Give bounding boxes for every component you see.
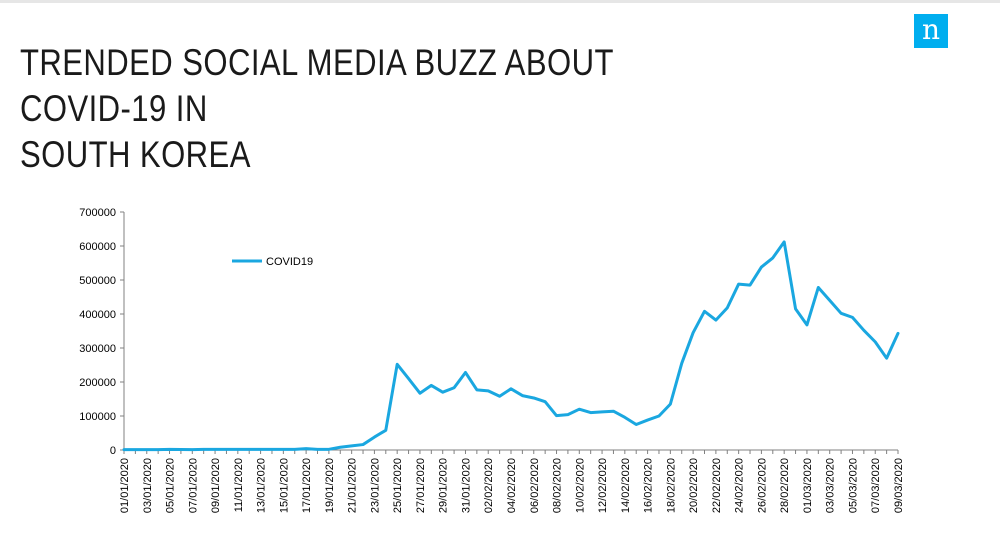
y-tick-label: 300000	[79, 343, 116, 355]
x-tick-label: 25/01/2020	[392, 458, 404, 513]
x-tick-label: 24/02/2020	[734, 458, 746, 513]
title-line-1: TRENDED SOCIAL MEDIA BUZZ ABOUT COVID-19…	[20, 42, 614, 129]
x-tick-label: 29/01/2020	[438, 458, 450, 513]
x-tick-label: 07/03/2020	[870, 458, 882, 513]
top-rule	[0, 0, 1000, 3]
nielsen-logo: n	[914, 14, 948, 48]
y-tick-label: 500000	[79, 275, 116, 287]
x-tick-label: 18/02/2020	[665, 458, 677, 513]
x-tick-label: 27/01/2020	[415, 458, 427, 513]
x-tick-label: 01/01/2020	[119, 458, 131, 513]
y-tick-label: 200000	[79, 377, 116, 389]
x-tick-label: 12/02/2020	[597, 458, 609, 513]
x-tick-label: 11/01/2020	[233, 458, 245, 512]
x-tick-label: 04/02/2020	[506, 458, 518, 513]
x-tick-label: 23/01/2020	[369, 458, 381, 513]
x-tick-label: 09/03/2020	[893, 458, 905, 513]
chart-series	[122, 240, 900, 452]
y-axis-ticks: 0 100000 200000 300000 400000 500000 600000 700…	[79, 207, 124, 457]
x-tick-label: 05/03/2020	[847, 458, 859, 513]
x-tick-label: 28/02/2020	[779, 458, 791, 513]
x-tick-label: 15/01/2020	[278, 458, 290, 513]
x-tick-label: 01/03/2020	[802, 458, 814, 513]
x-tick-label: 10/02/2020	[574, 458, 586, 513]
x-tick-label: 06/02/2020	[529, 458, 541, 513]
x-tick-label: 16/02/2020	[643, 458, 655, 513]
x-axis-ticks: 01/01/2020 03/01/2020 05/01/2020 07/01/2020…	[119, 450, 905, 513]
x-tick-label: 22/02/2020	[711, 458, 723, 513]
page-title: TRENDED SOCIAL MEDIA BUZZ ABOUT COVID-19…	[20, 40, 658, 178]
y-tick-label: 100000	[79, 411, 116, 423]
x-tick-label: 14/02/2020	[620, 458, 632, 513]
x-tick-label: 21/01/2020	[347, 458, 359, 513]
x-tick-label: 03/03/2020	[825, 458, 837, 513]
y-tick-label: 0	[110, 445, 116, 457]
y-tick-label: 600000	[79, 241, 116, 253]
chart-legend: COVID19	[232, 256, 313, 268]
x-tick-label: 19/01/2020	[324, 458, 336, 513]
x-tick-label: 17/01/2020	[301, 458, 313, 513]
x-tick-label: 05/01/2020	[165, 458, 177, 513]
x-tick-label: 07/01/2020	[187, 458, 199, 513]
x-tick-label: 03/01/2020	[142, 458, 154, 513]
series-line-covid19	[122, 240, 900, 452]
x-tick-label: 26/02/2020	[756, 458, 768, 513]
x-tick-label: 09/01/2020	[210, 458, 222, 513]
x-tick-label: 31/01/2020	[460, 458, 472, 513]
y-tick-label: 400000	[79, 309, 116, 321]
x-tick-label: 08/02/2020	[552, 458, 564, 513]
x-tick-label: 02/02/2020	[483, 458, 495, 513]
x-tick-label: 20/02/2020	[688, 458, 700, 513]
legend-label-covid19: COVID19	[266, 256, 313, 268]
x-tick-label: 13/01/2020	[256, 458, 268, 513]
y-tick-label: 700000	[79, 207, 116, 219]
title-line-2: SOUTH KOREA	[20, 134, 251, 175]
